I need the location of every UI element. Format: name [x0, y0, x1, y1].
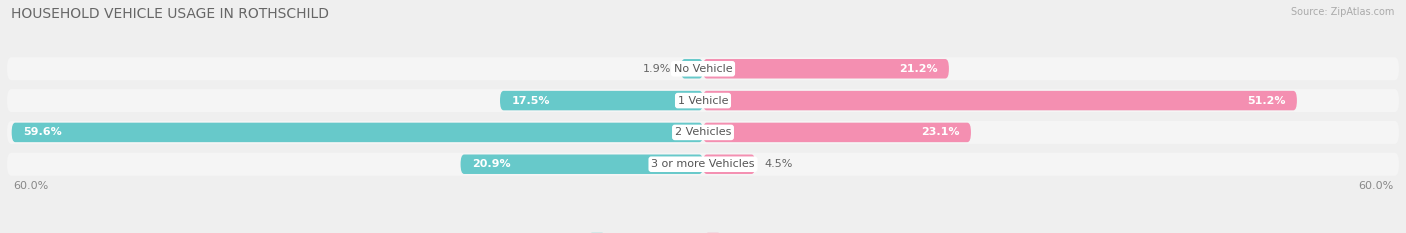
Legend: Owner-occupied, Renter-occupied: Owner-occupied, Renter-occupied: [586, 229, 820, 233]
Text: 51.2%: 51.2%: [1247, 96, 1285, 106]
Text: 4.5%: 4.5%: [765, 159, 793, 169]
Text: 21.2%: 21.2%: [898, 64, 938, 74]
FancyBboxPatch shape: [703, 91, 1296, 110]
FancyBboxPatch shape: [7, 89, 1399, 112]
Text: 60.0%: 60.0%: [1358, 181, 1393, 191]
Text: 3 or more Vehicles: 3 or more Vehicles: [651, 159, 755, 169]
FancyBboxPatch shape: [703, 154, 755, 174]
Text: No Vehicle: No Vehicle: [673, 64, 733, 74]
Text: 60.0%: 60.0%: [13, 181, 48, 191]
FancyBboxPatch shape: [461, 154, 703, 174]
Text: Source: ZipAtlas.com: Source: ZipAtlas.com: [1291, 7, 1395, 17]
FancyBboxPatch shape: [7, 121, 1399, 144]
FancyBboxPatch shape: [681, 59, 703, 79]
Text: HOUSEHOLD VEHICLE USAGE IN ROTHSCHILD: HOUSEHOLD VEHICLE USAGE IN ROTHSCHILD: [11, 7, 329, 21]
FancyBboxPatch shape: [501, 91, 703, 110]
Text: 17.5%: 17.5%: [512, 96, 550, 106]
Text: 59.6%: 59.6%: [24, 127, 62, 137]
FancyBboxPatch shape: [7, 153, 1399, 176]
Text: 1 Vehicle: 1 Vehicle: [678, 96, 728, 106]
Text: 20.9%: 20.9%: [472, 159, 510, 169]
FancyBboxPatch shape: [7, 57, 1399, 80]
Text: 2 Vehicles: 2 Vehicles: [675, 127, 731, 137]
FancyBboxPatch shape: [11, 123, 703, 142]
Text: 1.9%: 1.9%: [644, 64, 672, 74]
FancyBboxPatch shape: [703, 59, 949, 79]
FancyBboxPatch shape: [703, 123, 972, 142]
Text: 23.1%: 23.1%: [921, 127, 959, 137]
